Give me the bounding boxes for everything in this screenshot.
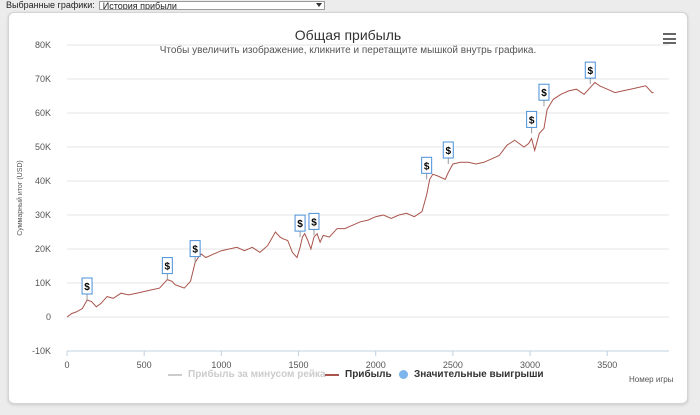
chart-selector-bar: Выбранные графики: История прибыли <box>0 0 700 11</box>
x-tick-label: 2000 <box>366 360 386 370</box>
legend-item-profit[interactable]: Прибыль <box>325 369 392 380</box>
big-win-flag-label: $ <box>529 115 535 126</box>
legend-item-rake[interactable]: Прибыль за минусом рейка <box>168 369 326 380</box>
big-win-flag-label: $ <box>445 146 451 157</box>
big-win-flag-label: $ <box>192 245 198 256</box>
profit-series-line <box>66 81 654 318</box>
big-win-flag-label: $ <box>424 161 430 172</box>
chevron-down-icon <box>315 3 322 7</box>
chart-menu-icon[interactable] <box>663 33 676 44</box>
big-win-flag-label: $ <box>165 262 171 273</box>
legend-label-profit: Прибыль <box>345 369 392 380</box>
chart-subtitle: Чтобы увеличить изображение, кликните и … <box>159 45 537 56</box>
x-tick-label: 0 <box>64 360 69 370</box>
x-axis-title: Номер игры <box>629 375 674 384</box>
x-tick-label: 3000 <box>520 360 540 370</box>
chart-legend: Прибыль за минусом рейка Прибыль Значите… <box>9 369 687 383</box>
legend-line-icon <box>325 373 339 376</box>
chart-plot[interactable]: -10K 0 10K 20K 30K 40K 50K 60K 70K 80K 0 500 1000 150… <box>9 13 687 373</box>
x-tick-label: 2500 <box>443 360 463 370</box>
big-win-flag <box>421 156 433 174</box>
big-win-flag-label: $ <box>297 219 303 230</box>
big-win-flag-label: $ <box>587 66 593 77</box>
chart-title: Общая прибыль <box>294 27 402 43</box>
y-tick-label: 60K <box>35 108 51 118</box>
chart-selector-label: Выбранные графики: <box>6 0 95 10</box>
legend-line-icon <box>168 373 182 376</box>
y-tick-label: 10K <box>35 278 51 288</box>
big-win-flag <box>584 61 596 79</box>
chart-card: Общая прибыль Чтобы увеличить изображени… <box>8 12 688 404</box>
x-tick-label: 500 <box>137 360 152 370</box>
y-tick-label: -10K <box>32 346 51 356</box>
big-win-flag <box>538 83 550 101</box>
y-axis-title: Суммарный итог (USD) <box>16 160 24 236</box>
big-win-flag <box>81 277 93 295</box>
x-tick-label: 3500 <box>597 360 617 370</box>
y-tick-label: 70K <box>35 74 51 84</box>
y-tick-label: 80K <box>35 40 51 50</box>
big-win-flag <box>161 257 173 275</box>
big-win-flag <box>308 212 320 230</box>
big-win-flag-label: $ <box>311 217 317 228</box>
legend-item-big-wins[interactable]: Значительные выигрыши <box>399 369 544 380</box>
x-tick-label: 1500 <box>289 360 309 370</box>
legend-dot-icon <box>399 370 408 379</box>
big-win-flag-label: $ <box>541 88 547 99</box>
y-tick-label: 20K <box>35 244 51 254</box>
big-win-flag <box>189 240 201 258</box>
big-win-flag-label: $ <box>84 282 90 293</box>
legend-label-big-wins: Значительные выигрыши <box>414 369 544 380</box>
y-tick-label: 0 <box>46 312 51 322</box>
x-tick-label: 1000 <box>211 360 231 370</box>
chart-selector-dropdown[interactable]: История прибыли <box>98 1 325 10</box>
big-win-flag <box>442 141 454 159</box>
y-tick-label: 50K <box>35 142 51 152</box>
y-tick-label: 30K <box>35 210 51 220</box>
big-win-flag <box>294 214 306 232</box>
y-tick-label: 40K <box>35 176 51 186</box>
legend-label-rake: Прибыль за минусом рейка <box>188 369 326 380</box>
chart-selector-value: История прибыли <box>102 1 177 10</box>
big-win-flag <box>526 110 538 128</box>
